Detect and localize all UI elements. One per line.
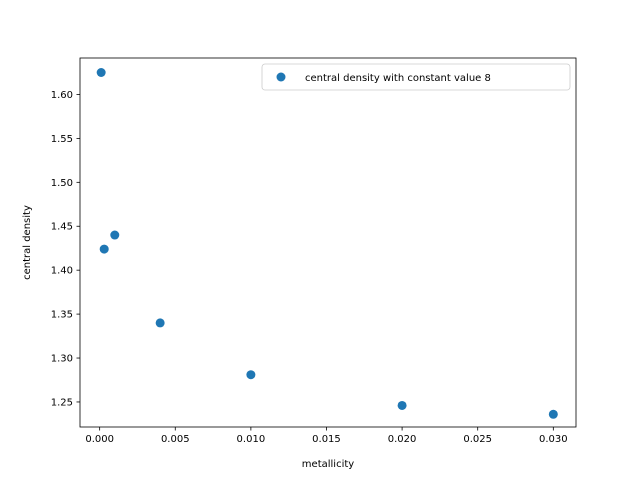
x-tick-label: 0.020 <box>388 434 417 445</box>
y-axis-label: central density <box>22 205 33 280</box>
data-point <box>99 244 109 254</box>
x-axis-label: metallicity <box>302 459 354 470</box>
y-tick-label: 1.25 <box>51 397 73 408</box>
plot-frame <box>79 57 577 428</box>
data-point <box>397 400 407 410</box>
y-tick-label: 1.45 <box>51 222 73 233</box>
y-tick-label: 1.60 <box>51 90 73 101</box>
y-tick-label: 1.40 <box>51 266 73 277</box>
data-points <box>96 67 558 419</box>
data-point <box>548 409 558 419</box>
x-tick-label: 0.015 <box>312 434 341 445</box>
y-tick-label: 1.55 <box>51 134 73 145</box>
x-tick-label: 0.005 <box>161 434 190 445</box>
legend-label: central density with constant value 8 <box>305 73 491 84</box>
data-point <box>246 370 256 380</box>
y-tick-label: 1.50 <box>51 178 73 189</box>
x-tick-label: 0.025 <box>463 434 492 445</box>
data-point <box>110 230 120 240</box>
x-axis-ticks: 0.000 0.005 0.010 0.015 0.020 0.025 0.030 <box>85 427 568 445</box>
legend: central density with constant value 8 <box>261 63 571 91</box>
y-tick-label: 1.35 <box>51 310 73 321</box>
legend-marker <box>276 72 286 82</box>
y-tick-label: 1.30 <box>51 354 73 365</box>
data-point <box>96 67 106 77</box>
x-tick-label: 0.000 <box>85 434 114 445</box>
legend-box <box>261 63 571 91</box>
data-point <box>155 318 165 328</box>
x-tick-label: 0.010 <box>237 434 266 445</box>
y-axis-ticks: 1.25 1.30 1.35 1.40 1.45 1.50 1.55 1.60 <box>51 90 80 408</box>
x-tick-label: 0.030 <box>539 434 568 445</box>
